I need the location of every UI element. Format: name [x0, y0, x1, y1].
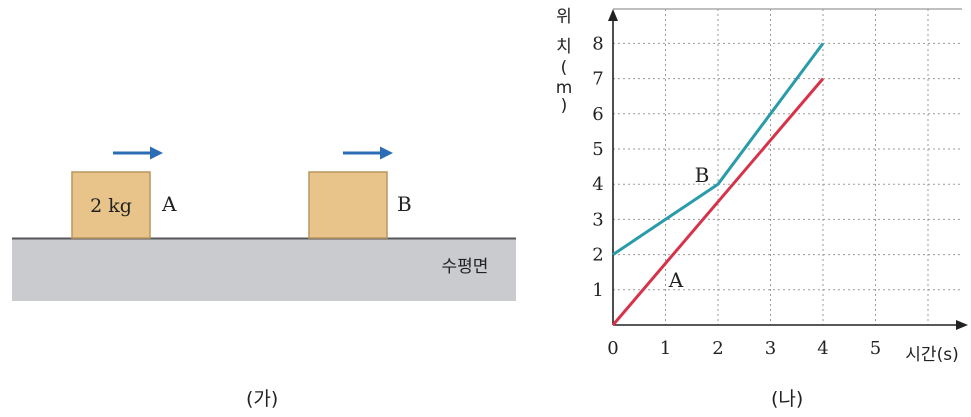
x-tick-label: 5	[870, 338, 881, 359]
y-tick-label: 4	[592, 174, 603, 195]
x-tick-label: 2	[712, 338, 723, 359]
y-tick-label: 7	[592, 69, 603, 90]
y-tick-label: 5	[592, 139, 603, 160]
y-axis-arrow	[608, 9, 618, 21]
axes	[608, 9, 968, 330]
block-b-name: B	[397, 192, 412, 216]
x-tick-label: 4	[817, 338, 828, 359]
block-a-mass-label: 2 kg	[90, 195, 132, 217]
block-b	[308, 171, 388, 239]
y-axis-title-char: (	[561, 58, 568, 78]
block-a-name: A	[161, 192, 177, 216]
panel-b-chart: 0 1 2 3 4 5 1 2 3 4 5 6 7 8위치(m) 시간(s) A B	[556, 7, 968, 365]
x-axis-arrow	[956, 320, 968, 330]
y-axis-title-char: m	[556, 78, 573, 98]
x-tick-label: 3	[765, 338, 776, 359]
panel-a: 수평면 2 kg A B	[12, 146, 516, 301]
y-tick-label: 6	[592, 104, 603, 125]
ground	[12, 238, 516, 301]
y-axis-title-char: 치	[556, 37, 572, 57]
caption-b: (나)	[771, 388, 804, 410]
block-a-velocity-arrow	[113, 146, 163, 160]
x-axis-title: 시간(s)	[905, 345, 958, 365]
y-tick-label: 1	[592, 280, 603, 301]
x-tick-label: 0	[607, 338, 618, 359]
series-line-b	[612, 42, 825, 256]
x-tick-label: 1	[660, 338, 671, 359]
tick-labels: 0 1 2 3 4 5 1 2 3 4 5 6 7 8위치(m) 시간(s) A B	[556, 7, 959, 365]
series	[611, 42, 825, 326]
block-b-velocity-arrow	[343, 146, 393, 160]
y-tick-label: 8	[592, 33, 603, 54]
series-label-a: A	[668, 268, 684, 292]
surface-label: 수평면	[442, 257, 489, 277]
y-axis-title-char: 위	[556, 7, 572, 27]
block-a	[71, 171, 151, 239]
y-tick-label: 2	[592, 245, 603, 266]
grid	[613, 8, 962, 325]
series-line-a	[611, 77, 825, 326]
caption-a: (가)	[246, 388, 279, 410]
series-label-b: B	[695, 163, 710, 187]
y-tick-label: 3	[592, 209, 603, 230]
y-axis-title-char: )	[561, 96, 568, 116]
